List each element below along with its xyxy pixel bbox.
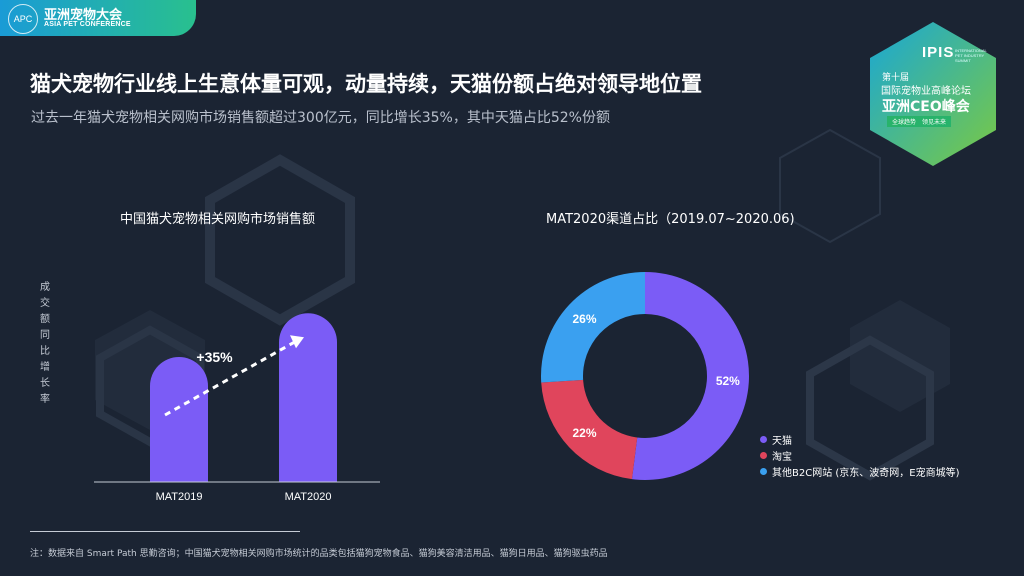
- apc-logo-icon: APC: [8, 4, 38, 34]
- page-title: 猫犬宠物行业线上生意体量可观，动量持续，天猫份额占绝对领导地位置: [30, 72, 702, 96]
- bar-mat2019: [150, 357, 208, 482]
- bar-chart-title: 中国猫犬宠物相关网购市场销售额: [120, 212, 316, 227]
- bar-chart-ylabel: 成交额同比增长率: [40, 282, 50, 405]
- legend-dot-other-b2c: [760, 467, 767, 475]
- legend-item-tmall: 天猫: [760, 431, 960, 447]
- legend-dot-taobao: [760, 451, 767, 459]
- donut-chart: 52% 22% 26%: [541, 272, 749, 480]
- donut-legend: 天猫 淘宝 其他B2C网站 (京东、波奇网，E宠商城等): [760, 431, 960, 479]
- donut-slice-taobao: [541, 379, 638, 480]
- badge-edition: 第十届: [882, 73, 910, 83]
- badge-summit-name: 亚洲CEO峰会: [882, 99, 970, 115]
- growth-arrow-head: [290, 335, 304, 349]
- badge-slogan: 全球趋势 领见未来: [887, 116, 952, 127]
- donut-label-other-b2c: 26%: [572, 312, 596, 326]
- legend-dot-tmall: [760, 435, 767, 443]
- footnote-divider: [30, 531, 300, 532]
- legend-label-taobao: 淘宝: [772, 451, 792, 463]
- logo-english-name: ASIA PET CONFERENCE: [44, 21, 131, 28]
- legend-label-tmall: 天猫: [772, 435, 792, 447]
- legend-item-taobao: 淘宝: [760, 447, 960, 463]
- bar-mat2020: [279, 313, 337, 482]
- badge-english-small: INTERNATIONAL PET INDUSTRY SUMMIT: [955, 48, 987, 63]
- page-subtitle: 过去一年猫犬宠物相关网购市场销售额超过300亿元，同比增长35%，其中天猫占比5…: [31, 110, 610, 126]
- legend-label-other-b2c: 其他B2C网站 (京东、波奇网，E宠商城等): [772, 467, 960, 479]
- donut-chart-title: MAT2020渠道占比（2019.07~2020.06): [546, 212, 795, 227]
- donut-label-taobao: 22%: [572, 426, 596, 440]
- badge-ipis-label: IPIS: [922, 44, 955, 61]
- logo-chinese-name: 亚洲宠物大会: [44, 8, 123, 23]
- conference-logo-banner: APC 亚洲宠物大会 ASIA PET CONFERENCE: [0, 0, 196, 36]
- donut-slice-other-b2c: [541, 272, 645, 383]
- badge-forum-name: 国际宠物业高峰论坛: [881, 86, 971, 97]
- donut-slice-tmall: [631, 272, 749, 480]
- bar-category-label: MAT2019: [156, 491, 203, 503]
- donut-label-tmall: 52%: [716, 374, 740, 388]
- footnote: 注：数据来自 Smart Path 思勤咨询；中国猫犬宠物相关网购市场统计的品类…: [30, 549, 608, 559]
- growth-annotation: +35%: [196, 349, 233, 365]
- legend-item-other-b2c: 其他B2C网站 (京东、波奇网，E宠商城等): [760, 463, 960, 479]
- growth-arrow-line: [164, 339, 297, 417]
- bar-category-label: MAT2020: [285, 491, 332, 503]
- bar-chart: MAT2019 MAT2020 +35%: [94, 313, 380, 503]
- ipis-badge-hexagon: [870, 22, 996, 166]
